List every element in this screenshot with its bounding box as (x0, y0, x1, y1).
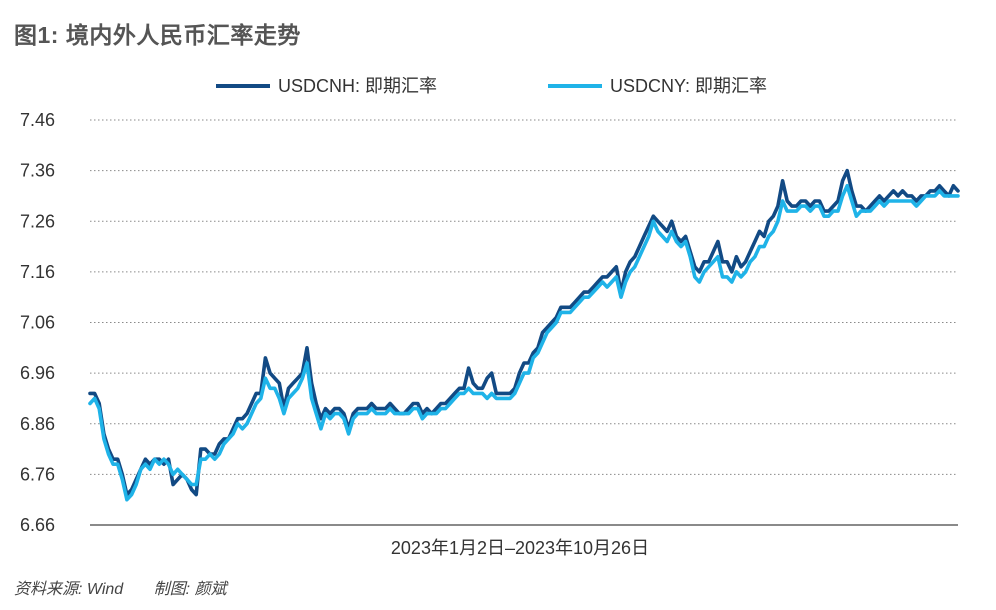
author-note: 制图: 颜斌 (153, 581, 227, 598)
legend-label-usdcny: USDCNY: 即期汇率 (610, 76, 767, 96)
y-tick-label: 7.06 (20, 313, 55, 333)
series-line-usdcnh (88, 168, 960, 497)
y-tick-label: 6.96 (20, 363, 55, 383)
y-tick-label: 6.86 (20, 414, 55, 434)
x-axis-label: 2023年1月2日–2023年10月26日 (391, 538, 649, 558)
series-line-usdcny (88, 184, 960, 502)
y-tick-label: 7.36 (20, 161, 55, 181)
legend-label-usdcnh: USDCNH: 即期汇率 (278, 76, 437, 96)
source-note: 资料来源: Wind (14, 581, 124, 598)
legend: USDCNH: 即期汇率 USDCNY: 即期汇率 (216, 76, 767, 96)
y-tick-label: 7.46 (20, 110, 55, 130)
y-tick-label: 7.16 (20, 262, 55, 282)
y-tick-label: 6.66 (20, 515, 55, 535)
series-lines (88, 168, 960, 502)
y-tick-label: 6.76 (20, 464, 55, 484)
y-tick-label: 7.26 (20, 211, 55, 231)
chart-title: 图1: 境内外人民币汇率走势 (14, 22, 301, 48)
footer: 资料来源: Wind 制图: 颜斌 (14, 575, 253, 599)
y-axis-ticks: 7.46 7.36 7.26 7.16 7.06 6.96 6.86 6.76 6.66 (20, 110, 55, 535)
gridlines (90, 119, 958, 475)
